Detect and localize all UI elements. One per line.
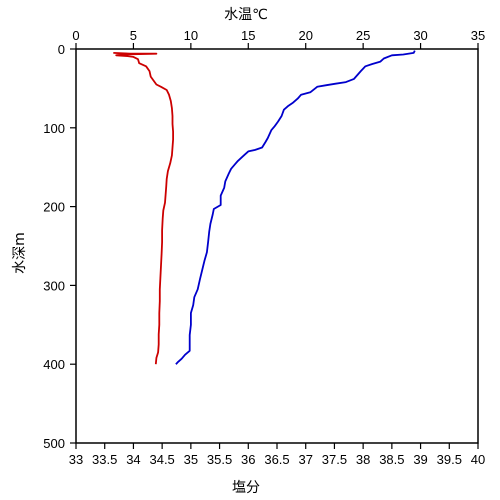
bottom-axis-title: 塩分: [232, 480, 260, 496]
top-tick-label: 0: [72, 28, 79, 43]
y-tick-label: 0: [58, 42, 65, 57]
top-tick-label: 10: [184, 28, 198, 43]
bottom-tick-label: 37.5: [322, 452, 347, 467]
bottom-tick-label: 39.5: [437, 452, 462, 467]
plot-border: [75, 48, 479, 444]
top-tick-label: 5: [130, 28, 137, 43]
bottom-tick-label: 36: [241, 452, 255, 467]
top-tick-label: 25: [356, 28, 370, 43]
top-axis-title: 水温℃: [224, 7, 268, 23]
y-tick-label: 200: [43, 200, 65, 215]
bottom-tick-label: 37: [298, 452, 312, 467]
bottom-tick-label: 38.5: [379, 452, 404, 467]
axis-ticks: 0 100 200 300 400 500 0 5 10 15 20 25 30 35 33 33.5 34 34…: [43, 28, 485, 467]
bottom-tick-label: 34: [126, 452, 140, 467]
bottom-tick-label: 33: [69, 452, 83, 467]
temperature-line: [175, 50, 416, 365]
bottom-tick-label: 33.5: [92, 452, 117, 467]
top-tick-label: 20: [298, 28, 312, 43]
plot-frame: [75, 48, 479, 444]
y-tick-label: 500: [43, 436, 65, 451]
series-lines: [113, 50, 416, 365]
top-tick-label: 30: [413, 28, 427, 43]
bottom-tick-label: 36.5: [264, 452, 289, 467]
bottom-tick-label: 35: [184, 452, 198, 467]
bottom-tick-label: 39: [413, 452, 427, 467]
top-tick-label: 35: [471, 28, 485, 43]
top-tick-label: 15: [241, 28, 255, 43]
bottom-tick-label: 40: [471, 452, 485, 467]
bottom-tick-label: 38: [356, 452, 370, 467]
bottom-tick-label: 34.5: [149, 452, 174, 467]
y-tick-label: 300: [43, 278, 65, 293]
y-tick-label: 100: [43, 121, 65, 136]
y-axis-title: 水深m: [12, 232, 28, 274]
salinity-line: [113, 52, 174, 365]
bottom-tick-label: 35.5: [207, 452, 232, 467]
y-tick-label: 400: [43, 357, 65, 372]
